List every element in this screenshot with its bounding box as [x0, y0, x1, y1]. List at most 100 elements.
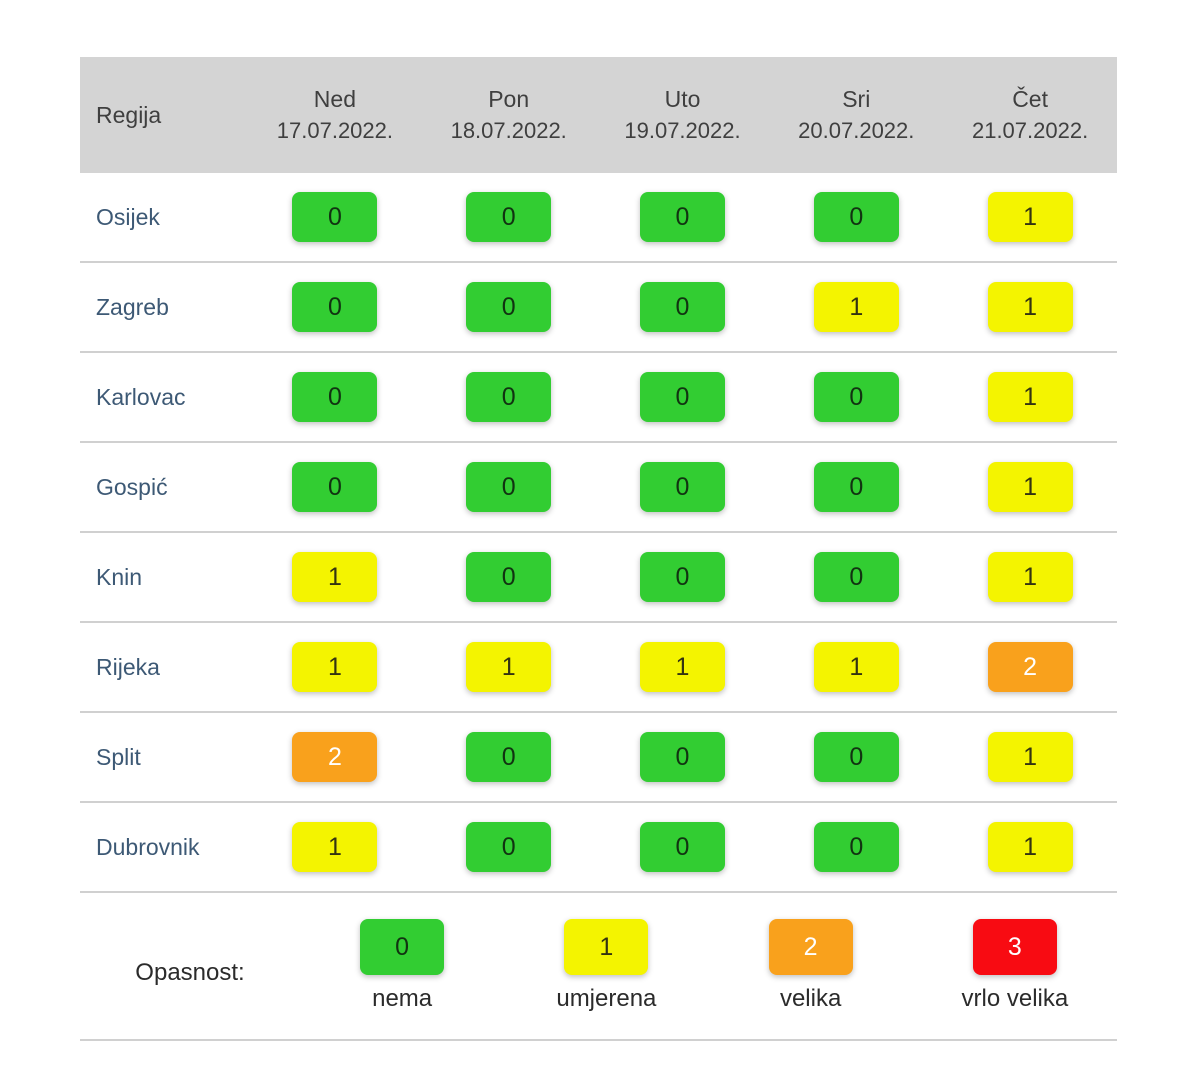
day-header: Ned 17.07.2022.: [248, 83, 422, 147]
day-cell: 0: [596, 192, 770, 242]
legend-item: 0 nema: [300, 919, 504, 1013]
region-label: Gospić: [96, 473, 168, 500]
day-cell: 0: [422, 192, 596, 242]
table-row: Gospić 0 0 0 0 1: [80, 443, 1117, 533]
danger-badge: 1: [987, 282, 1073, 332]
danger-badge: 0: [466, 282, 552, 332]
day-cell: 0: [596, 282, 770, 332]
day-cell: 0: [422, 462, 596, 512]
table-body: Osijek 0 0 0 0 1 Zagreb 0 0 0 1 1 Karlovac 0 0 0 0 1 Gospi…: [80, 173, 1117, 893]
day-cell: 1: [248, 642, 422, 692]
day-cell: 0: [422, 282, 596, 332]
danger-badge: 0: [466, 462, 552, 512]
danger-badge: 0: [639, 372, 725, 422]
legend-row: Opasnost: 0 nema 1 umjerena 2 velika 3 vrlo vel…: [80, 893, 1117, 1041]
day-cell: 1: [943, 372, 1117, 422]
day-header: Pon 18.07.2022.: [422, 83, 596, 147]
day-cell: 0: [422, 732, 596, 782]
day-cell: 1: [422, 642, 596, 692]
danger-badge: 0: [813, 192, 899, 242]
danger-badge: 0: [466, 822, 552, 872]
danger-table-widget: Regija Ned 17.07.2022. Pon 18.07.2022. Uto 19…: [80, 57, 1117, 1041]
day-cell: 2: [248, 732, 422, 782]
day-cell: 0: [769, 372, 943, 422]
day-cell: 0: [769, 732, 943, 782]
danger-badge: 0: [813, 552, 899, 602]
legend-badge: 1: [564, 919, 649, 975]
day-header: Uto 19.07.2022.: [596, 83, 770, 147]
day-cell: 0: [596, 462, 770, 512]
table-header-row: Regija Ned 17.07.2022. Pon 18.07.2022. Uto 19…: [80, 57, 1117, 173]
day-cell: 0: [769, 552, 943, 602]
danger-badge: 0: [639, 192, 725, 242]
day-cell: 0: [769, 192, 943, 242]
legend-item-label: velika: [779, 985, 842, 1012]
legend-badge: 2: [768, 919, 853, 975]
day-cell: 0: [248, 372, 422, 422]
day-cell: 1: [943, 552, 1117, 602]
day-cell: 0: [422, 372, 596, 422]
danger-badge: 0: [466, 732, 552, 782]
danger-badge: 2: [987, 642, 1073, 692]
danger-badge: 1: [466, 642, 552, 692]
day-name: Sri: [842, 86, 871, 112]
day-cell: 1: [943, 462, 1117, 512]
danger-badge: 0: [813, 732, 899, 782]
danger-badge: 1: [987, 192, 1073, 242]
day-date: 21.07.2022.: [971, 118, 1089, 143]
region-label: Dubrovnik: [96, 833, 200, 860]
legend-item: 3 vrlo velika: [913, 919, 1117, 1013]
region-label: Karlovac: [96, 383, 186, 410]
day-cell: 0: [422, 822, 596, 872]
danger-badge: 2: [292, 732, 378, 782]
day-cell: 1: [943, 192, 1117, 242]
day-cell: 0: [248, 192, 422, 242]
danger-badge: 0: [639, 732, 725, 782]
day-cell: 1: [943, 822, 1117, 872]
danger-badge: 0: [639, 282, 725, 332]
legend-item-label: vrlo velika: [961, 985, 1069, 1012]
danger-badge: 1: [292, 642, 378, 692]
danger-badge: 0: [813, 462, 899, 512]
region-label: Knin: [96, 563, 143, 590]
danger-badge: 0: [292, 282, 378, 332]
day-date: 19.07.2022.: [624, 118, 741, 143]
day-date: 18.07.2022.: [450, 118, 567, 143]
legend-title: Opasnost:: [135, 959, 245, 986]
legend-item: 2 velika: [709, 919, 913, 1013]
day-header: Sri 20.07.2022.: [769, 83, 943, 147]
danger-badge: 0: [466, 192, 552, 242]
day-cell: 1: [248, 552, 422, 602]
danger-badge: 1: [987, 822, 1073, 872]
region-label: Rijeka: [96, 653, 160, 680]
legend-badge: 0: [360, 919, 445, 975]
day-name: Pon: [488, 86, 530, 112]
danger-badge: 0: [466, 552, 552, 602]
day-date: 17.07.2022.: [276, 118, 394, 143]
day-cell: 1: [943, 282, 1117, 332]
day-cell: 0: [596, 372, 770, 422]
danger-badge: 0: [466, 372, 552, 422]
region-label: Osijek: [96, 203, 160, 230]
danger-badge: 0: [639, 552, 725, 602]
day-cell: 1: [596, 642, 770, 692]
table-row: Rijeka 1 1 1 1 2: [80, 623, 1117, 713]
day-name: Uto: [664, 86, 701, 112]
day-name: Čet: [1012, 86, 1048, 112]
region-column-header: Regija: [96, 101, 162, 128]
danger-badge: 1: [987, 552, 1073, 602]
day-cell: 1: [769, 642, 943, 692]
table-row: Split 2 0 0 0 1: [80, 713, 1117, 803]
danger-badge: 0: [813, 372, 899, 422]
region-label: Zagreb: [96, 293, 169, 320]
day-cell: 2: [943, 642, 1117, 692]
table-row: Karlovac 0 0 0 0 1: [80, 353, 1117, 443]
legend-badge: 3: [972, 919, 1057, 975]
danger-badge: 1: [987, 462, 1073, 512]
day-name: Ned: [313, 86, 356, 112]
table-row: Zagreb 0 0 0 1 1: [80, 263, 1117, 353]
danger-badge: 0: [292, 192, 378, 242]
day-cell: 0: [596, 822, 770, 872]
table-row: Dubrovnik 1 0 0 0 1: [80, 803, 1117, 893]
